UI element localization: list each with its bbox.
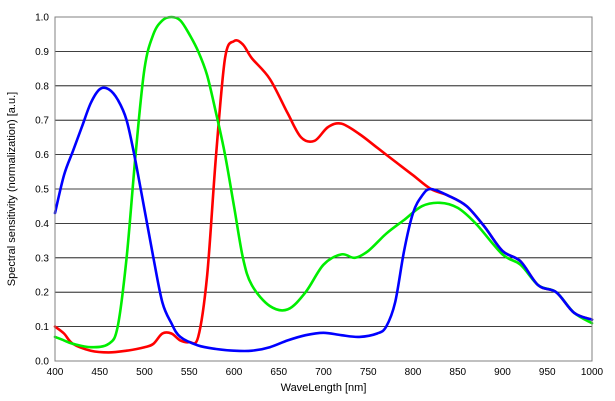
x-tick-label: 700: [315, 367, 332, 378]
series-line-2: [53, 86, 594, 353]
x-tick-label: 950: [539, 367, 556, 378]
x-tick-label: 900: [494, 367, 511, 378]
y-tick-label: 0.7: [35, 116, 49, 127]
y-tick-label: 0.9: [35, 47, 49, 58]
x-tick-label: 450: [91, 367, 108, 378]
x-tick-label: 800: [405, 367, 422, 378]
y-tick-label: 0.1: [35, 322, 49, 333]
x-tick-label: 650: [270, 367, 287, 378]
series-line-1: [53, 15, 594, 349]
x-tick-labels: 400 450 500 550 600 650 700 750 800 850 900 950 1000: [47, 367, 604, 378]
x-tick-label: 850: [449, 367, 466, 378]
y-tick-label: 0.2: [35, 288, 49, 299]
y-tick-label: 0.5: [35, 185, 49, 196]
x-tick-label: 750: [360, 367, 377, 378]
x-tick-label: 400: [47, 367, 64, 378]
x-tick-label: 500: [136, 367, 153, 378]
x-axis-label: WaveLength [nm]: [281, 382, 367, 394]
y-tick-label: 0.3: [35, 253, 49, 264]
y-tick-label: 0.8: [35, 81, 49, 92]
x-tick-label: 550: [181, 367, 198, 378]
series-group: [53, 15, 594, 354]
y-tick-labels: 0.0 0.1 0.2 0.3 0.4 0.5 0.6 0.7 0.8 0.9 1.0: [35, 13, 49, 368]
x-tick-label: 1000: [581, 367, 604, 378]
y-axis-label: Spectral sensitivity (normalization) [a.…: [6, 92, 18, 286]
y-tick-label: 0.4: [35, 219, 49, 230]
y-tick-label: 0.0: [35, 357, 49, 368]
plot-frame: [54, 16, 593, 362]
y-tick-label: 0.6: [35, 150, 49, 161]
y-tick-label: 1.0: [35, 13, 49, 24]
x-tick-label: 600: [226, 367, 243, 378]
